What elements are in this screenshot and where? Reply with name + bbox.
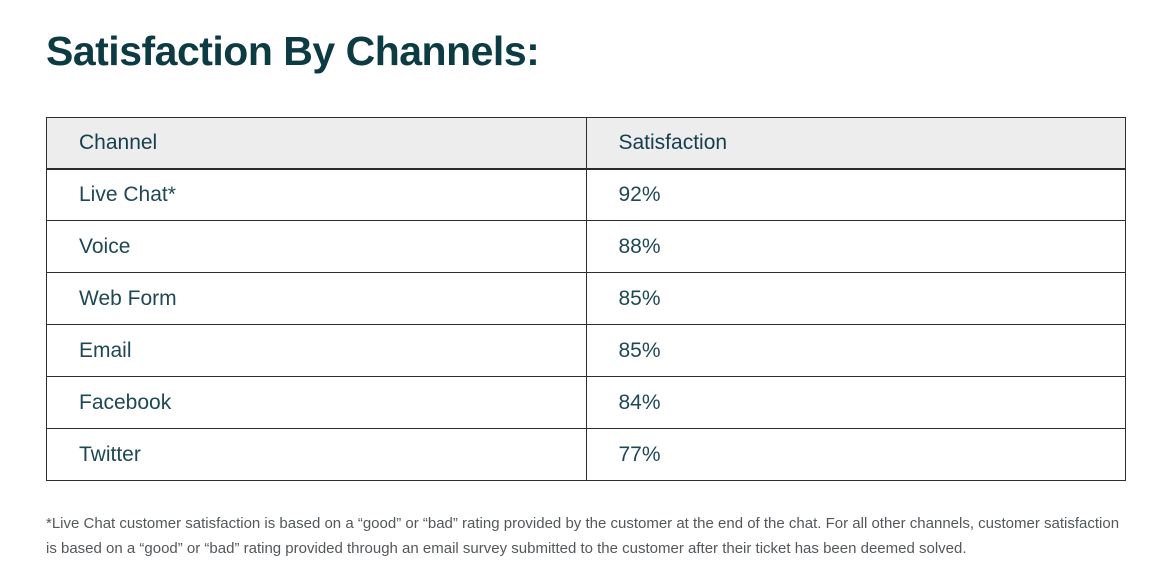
footnote: *Live Chat customer satisfaction is base… — [46, 515, 1120, 557]
table-row: Voice 88% — [46, 220, 1126, 273]
column-header-satisfaction: Satisfaction — [585, 117, 1126, 170]
page-title: Satisfaction By Channels: — [46, 28, 540, 74]
channel-cell: Email — [46, 324, 587, 377]
satisfaction-cell: 77% — [585, 428, 1126, 481]
page: Satisfaction By Channels: Channel Satisf… — [46, 28, 1126, 557]
satisfaction-cell: 85% — [585, 324, 1126, 377]
table-row: Email 85% — [46, 324, 1126, 377]
channel-cell: Voice — [46, 220, 587, 273]
satisfaction-cell: 84% — [585, 376, 1126, 429]
table-row: Twitter 77% — [46, 428, 1126, 481]
table-row: Facebook 84% — [46, 376, 1126, 429]
column-header-channel: Channel — [46, 117, 587, 170]
satisfaction-cell: 85% — [585, 272, 1126, 325]
table-row: Live Chat* 92% — [46, 168, 1126, 221]
table-header-row: Channel Satisfaction — [46, 117, 1126, 170]
channel-cell: Live Chat* — [46, 168, 587, 221]
channel-cell: Web Form — [46, 272, 587, 325]
table-row: Web Form 85% — [46, 272, 1126, 325]
channel-cell: Twitter — [46, 428, 587, 481]
satisfaction-cell: 88% — [585, 220, 1126, 273]
channel-cell: Facebook — [46, 376, 587, 429]
satisfaction-table: Channel Satisfaction Live Chat* 92% Voic… — [46, 117, 1126, 481]
satisfaction-cell: 92% — [585, 168, 1126, 221]
